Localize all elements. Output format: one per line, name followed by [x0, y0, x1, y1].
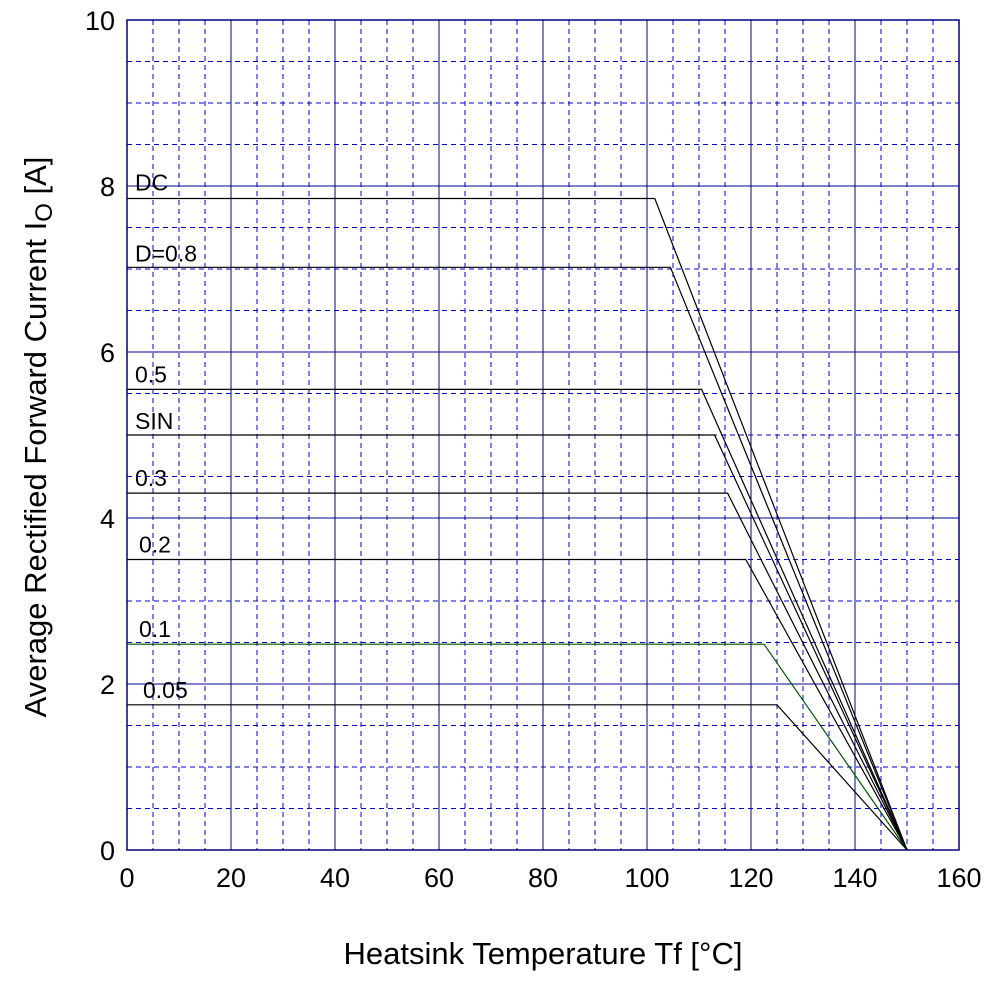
x-tick-label: 20: [216, 863, 246, 893]
y-tick-label: 8: [100, 172, 115, 202]
series-labels: DC D=0.8 0.5 SIN 0.3 0.2 0.1 0.05: [135, 169, 197, 702]
y-axis-title: Average Rectified Forward Current IO [A]: [18, 157, 58, 718]
series-line-0-5: [127, 388, 908, 851]
series-line-dc: [127, 197, 908, 851]
y-axis-title-subscript: O: [31, 203, 58, 222]
series-label-0-1: 0.1: [139, 616, 171, 642]
y-tick-label: 4: [100, 504, 115, 534]
y-tick-label: 6: [100, 338, 115, 368]
series-line-sin: [127, 434, 908, 851]
x-tick-label: 160: [936, 863, 981, 893]
series-label-0-3: 0.3: [135, 465, 167, 491]
x-tick-label: 60: [424, 863, 454, 893]
series-line-0-1: [127, 643, 908, 851]
y-tick-label: 10: [85, 6, 115, 36]
x-tick-label: 100: [624, 863, 669, 893]
y-axis-title-unit: [A]: [18, 157, 53, 204]
series-label-d-0-8: D=0.8: [135, 240, 197, 266]
series-label-0-05: 0.05: [143, 677, 188, 703]
series-line-0-2: [127, 558, 908, 851]
y-axis-title-main: Average Rectified Forward Current I: [18, 222, 53, 718]
x-tick-label: 120: [728, 863, 773, 893]
series-lines: [127, 197, 908, 851]
x-tick-label: 40: [320, 863, 350, 893]
series-label-0-2: 0.2: [139, 532, 171, 558]
x-tick-label: 0: [119, 863, 134, 893]
series-label-sin: SIN: [135, 408, 173, 434]
x-tick-label: 140: [832, 863, 877, 893]
x-tick-label: 80: [528, 863, 558, 893]
x-axis-title: Heatsink Temperature Tf [°C]: [344, 936, 743, 971]
y-tick-label: 0: [100, 836, 115, 866]
series-label-0-5: 0.5: [135, 361, 167, 387]
series-line-d-0-8: [127, 266, 908, 851]
tick-labels: 0 20 40 60 80 100 120 140 160 0 2 4 6 8 10: [85, 6, 982, 893]
series-line-0-05: [127, 704, 908, 851]
y-tick-label: 2: [100, 670, 115, 700]
series-line-0-3: [127, 492, 908, 851]
series-label-dc: DC: [135, 169, 168, 195]
